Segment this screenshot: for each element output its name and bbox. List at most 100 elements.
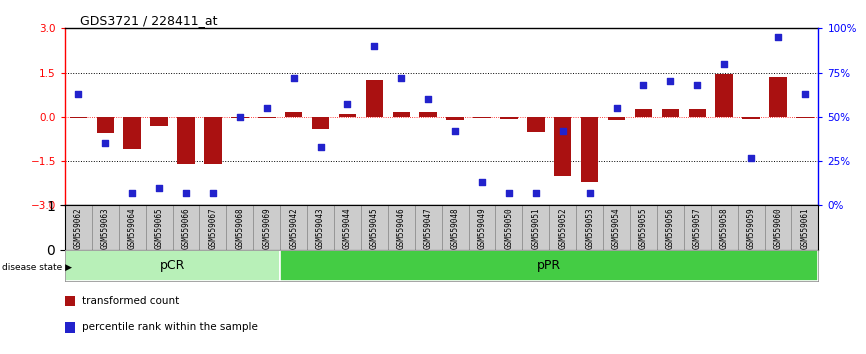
Point [206,190,220,196]
Bar [657,205,684,250]
Point [502,190,516,196]
Bar [92,205,119,250]
Bar [226,205,253,250]
Bar [178,117,195,164]
Bar [419,113,437,117]
Bar [765,205,792,250]
Text: GSM559066: GSM559066 [182,207,191,249]
Bar [119,205,145,250]
Text: GSM559049: GSM559049 [477,207,487,249]
Point [744,155,758,160]
Point [340,102,354,107]
Text: GSM559055: GSM559055 [639,207,648,249]
Bar [446,117,464,120]
Point [367,43,381,49]
Text: GSM559044: GSM559044 [343,207,352,249]
Point [529,190,543,196]
Bar [796,117,814,118]
Point [771,34,785,40]
Bar [684,205,711,250]
Bar [339,114,356,117]
Bar [365,80,383,117]
Text: GSM559056: GSM559056 [666,207,675,249]
Text: transformed count: transformed count [82,296,179,306]
Bar [199,205,226,250]
Bar [549,205,576,250]
Text: GSM559059: GSM559059 [746,207,756,249]
Text: GSM559063: GSM559063 [100,207,110,249]
Bar [688,109,706,117]
Bar [630,205,657,250]
Bar [608,117,625,120]
Bar [145,205,172,250]
Bar [253,205,281,250]
Text: GSM559051: GSM559051 [532,207,540,249]
Bar [522,205,549,250]
Bar [151,117,168,126]
Text: disease state ▶: disease state ▶ [2,263,72,272]
Bar [97,117,114,133]
Bar [65,205,92,250]
Bar [172,205,199,250]
Bar [392,113,410,117]
Bar [711,205,738,250]
Bar [312,117,329,129]
Bar [501,117,518,119]
Bar [204,117,222,164]
Text: GSM559064: GSM559064 [127,207,137,249]
Bar [635,109,652,117]
Text: GSM559057: GSM559057 [693,207,701,249]
Point [610,105,624,111]
Text: GSM559068: GSM559068 [236,207,244,249]
Point [663,79,677,84]
Bar [738,205,765,250]
Bar [527,117,545,132]
Point [449,128,462,134]
Bar [281,250,818,281]
Point [637,82,650,88]
Bar [361,205,388,250]
Bar [603,205,630,250]
Bar [792,205,818,250]
Bar [307,205,334,250]
Point [179,190,193,196]
Text: GSM559047: GSM559047 [423,207,433,249]
Point [99,141,113,146]
Bar [742,117,759,119]
Text: GSM559053: GSM559053 [585,207,594,249]
Text: GSM559061: GSM559061 [800,207,810,249]
Bar [334,205,361,250]
Text: GSM559060: GSM559060 [773,207,783,249]
Point [313,144,327,150]
Bar [715,74,733,117]
Text: GSM559048: GSM559048 [450,207,460,249]
Point [556,128,570,134]
Point [72,91,86,97]
Text: GSM559054: GSM559054 [612,207,621,249]
Bar [258,117,275,118]
Point [421,96,435,102]
Point [152,185,166,190]
Text: GDS3721 / 228411_at: GDS3721 / 228411_at [80,14,217,27]
Bar [581,117,598,182]
Point [798,91,811,97]
Text: GSM559046: GSM559046 [397,207,406,249]
Bar [415,205,442,250]
Bar [231,117,249,118]
Text: GSM559042: GSM559042 [289,207,298,249]
Text: GSM559062: GSM559062 [74,207,83,249]
Bar [65,250,281,281]
Bar [124,117,141,149]
Point [126,190,139,196]
Text: GSM559058: GSM559058 [720,207,728,249]
Bar [576,205,603,250]
Bar [554,117,572,176]
Bar [662,109,679,117]
Text: GSM559050: GSM559050 [504,207,514,249]
Point [583,190,597,196]
Point [233,114,247,120]
Text: percentile rank within the sample: percentile rank within the sample [82,322,258,332]
Point [394,75,408,81]
Text: GSM559043: GSM559043 [316,207,325,249]
Bar [69,117,87,118]
